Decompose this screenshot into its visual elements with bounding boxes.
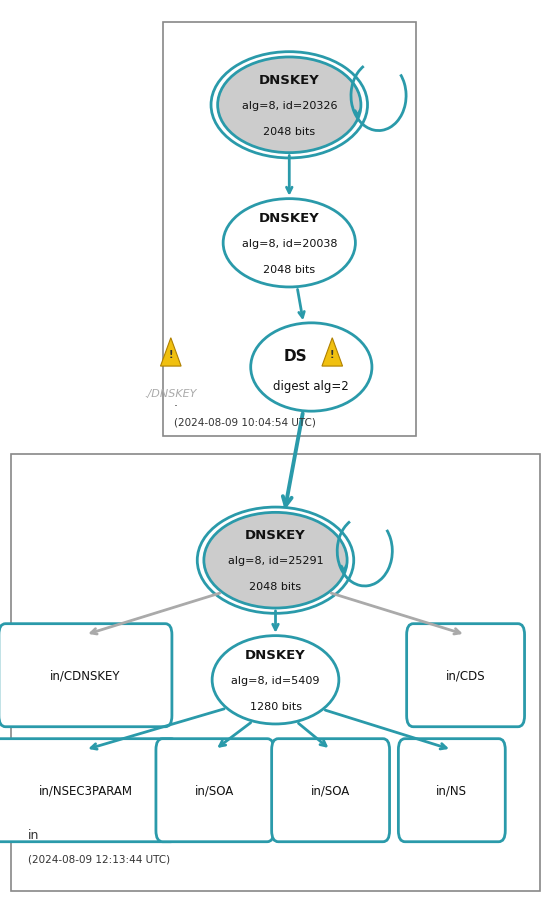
Text: 1280 bits: 1280 bits — [250, 701, 301, 710]
Ellipse shape — [212, 636, 339, 724]
Text: in/SOA: in/SOA — [195, 784, 235, 797]
FancyBboxPatch shape — [0, 624, 172, 727]
Text: alg=8, id=5409: alg=8, id=5409 — [231, 675, 320, 685]
Text: in/NSEC3PARAM: in/NSEC3PARAM — [39, 784, 132, 797]
Text: alg=8, id=25291: alg=8, id=25291 — [228, 556, 323, 565]
Text: !: ! — [169, 349, 173, 359]
Text: DNSKEY: DNSKEY — [245, 528, 306, 541]
Text: in/CDNSKEY: in/CDNSKEY — [50, 669, 121, 682]
FancyBboxPatch shape — [272, 739, 390, 842]
FancyBboxPatch shape — [11, 455, 540, 891]
Text: in/NS: in/NS — [436, 784, 467, 797]
Text: ./DNSKEY: ./DNSKEY — [144, 389, 197, 398]
Text: DNSKEY: DNSKEY — [259, 74, 320, 86]
Ellipse shape — [223, 199, 355, 288]
Text: 2048 bits: 2048 bits — [263, 265, 315, 274]
Text: (2024-08-09 10:04:54 UTC): (2024-08-09 10:04:54 UTC) — [174, 417, 315, 427]
Polygon shape — [160, 338, 181, 367]
Text: DS: DS — [284, 349, 307, 364]
Ellipse shape — [204, 513, 347, 608]
FancyBboxPatch shape — [407, 624, 525, 727]
Ellipse shape — [251, 323, 372, 412]
Text: in: in — [28, 828, 39, 841]
Text: .: . — [174, 396, 177, 409]
Polygon shape — [322, 338, 343, 367]
Text: 2048 bits: 2048 bits — [263, 127, 315, 136]
Text: !: ! — [330, 349, 334, 359]
Text: alg=8, id=20326: alg=8, id=20326 — [241, 101, 337, 110]
Text: digest alg=2: digest alg=2 — [273, 380, 349, 392]
Text: (2024-08-09 12:13:44 UTC): (2024-08-09 12:13:44 UTC) — [28, 854, 170, 864]
Text: in/CDS: in/CDS — [446, 669, 485, 682]
FancyBboxPatch shape — [156, 739, 274, 842]
Text: in/SOA: in/SOA — [311, 784, 350, 797]
FancyBboxPatch shape — [0, 739, 177, 842]
Text: 2048 bits: 2048 bits — [250, 582, 301, 591]
FancyBboxPatch shape — [163, 23, 416, 437]
Text: DNSKEY: DNSKEY — [245, 648, 306, 661]
Ellipse shape — [218, 58, 361, 153]
FancyBboxPatch shape — [398, 739, 505, 842]
Text: DNSKEY: DNSKEY — [259, 211, 320, 224]
Text: alg=8, id=20038: alg=8, id=20038 — [241, 239, 337, 248]
